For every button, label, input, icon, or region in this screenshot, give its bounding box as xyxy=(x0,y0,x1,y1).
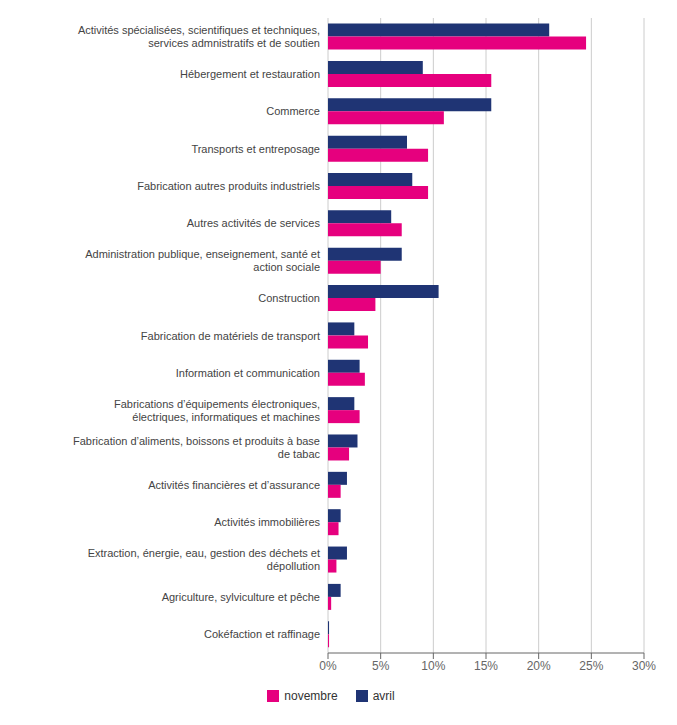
svg-text:Activités spécialisées, scient: Activités spécialisées, scientifiques et… xyxy=(78,24,320,49)
svg-text:30%: 30% xyxy=(632,659,656,673)
svg-text:Autres activités de services: Autres activités de services xyxy=(187,217,321,229)
svg-text:Administration publique, ensei: Administration publique, enseignement, s… xyxy=(85,248,320,273)
svg-text:Extraction, énergie, eau, gest: Extraction, énergie, eau, gestion des dé… xyxy=(88,547,320,572)
svg-text:Agriculture, sylviculture et p: Agriculture, sylviculture et pêche xyxy=(162,591,320,603)
html-text:avril: avril xyxy=(372,689,395,703)
svg-text:Activités financières et d’ass: Activités financières et d’assurance xyxy=(148,479,320,491)
svg-text:20%: 20% xyxy=(527,659,551,673)
svg-text:10%: 10% xyxy=(421,659,445,673)
html-text:novembre: novembre xyxy=(284,689,338,703)
svg-text:Fabrication autres produits in: Fabrication autres produits industriels xyxy=(137,180,320,192)
svg-text:25%: 25% xyxy=(579,659,603,673)
svg-text:Transports et entreposage: Transports et entreposage xyxy=(191,143,320,155)
svg-text:15%: 15% xyxy=(474,659,498,673)
svg-text:Fabrications d’équipements éle: Fabrications d’équipements électroniques… xyxy=(114,398,321,423)
svg-text:Fabrication d’aliments, boisso: Fabrication d’aliments, boissons et prod… xyxy=(73,435,321,460)
svg-text:5%: 5% xyxy=(372,659,390,673)
svg-text:Construction: Construction xyxy=(258,292,320,304)
svg-text:0%: 0% xyxy=(319,659,337,673)
svg-text:Fabrication de matériels de tr: Fabrication de matériels de transport xyxy=(141,330,320,342)
svg-text:Cokéfaction et raffinage: Cokéfaction et raffinage xyxy=(204,628,320,640)
svg-text:Hébergement et restauration: Hébergement et restauration xyxy=(180,68,320,80)
svg-text:Commerce: Commerce xyxy=(266,105,320,117)
svg-text:Information et communication: Information et communication xyxy=(176,367,320,379)
svg-text:Activités immobilières: Activités immobilières xyxy=(214,516,320,528)
